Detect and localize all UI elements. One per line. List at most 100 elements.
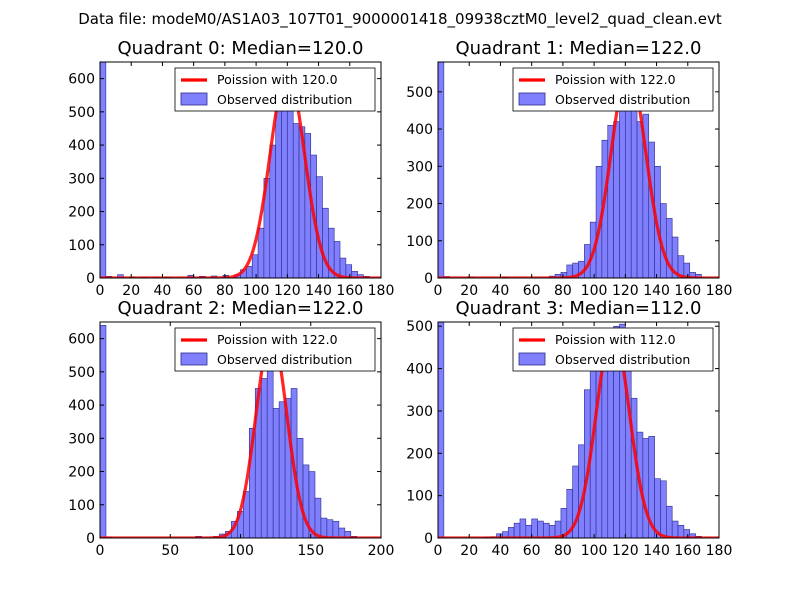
axes-frame — [437, 61, 720, 279]
histogram-bar — [100, 325, 107, 538]
x-tick-label: 0 — [434, 283, 443, 299]
histogram-bar — [683, 262, 691, 278]
x-tick-label: 0 — [96, 543, 105, 559]
histogram-bar — [677, 524, 685, 538]
y-tick-label: 300 — [68, 431, 95, 447]
x-tick-label: 40 — [154, 283, 172, 299]
x-tick-label: 120 — [612, 543, 639, 559]
y-tick-label: 600 — [68, 72, 95, 88]
x-tick-label: 40 — [492, 543, 510, 559]
y-tick-label: 200 — [406, 446, 433, 462]
x-tick-label: 150 — [297, 543, 324, 559]
legend-bar-label: Observed distribution — [555, 92, 690, 107]
panels: 0 20 40 60 80 100 120 140 160 1800100200300400500… — [68, 38, 732, 559]
histogram-bar — [278, 401, 286, 538]
x-tick-label: 80 — [554, 543, 572, 559]
histogram-bar — [266, 343, 274, 538]
chart-panel-2: 0 50 100 150 200 0 100 200 300 400 500 600 Quadrant … — [68, 298, 394, 559]
x-tick-label: 20 — [460, 283, 478, 299]
x-tick-label: 100 — [227, 543, 254, 559]
x-tick-label: 140 — [643, 543, 670, 559]
histogram-bar — [689, 533, 696, 538]
histogram-bar — [613, 121, 620, 278]
legend-bar-label: Observed distribution — [217, 92, 352, 107]
histogram-bar — [251, 254, 259, 278]
legend-bar-swatch — [180, 92, 208, 106]
y-tick-label: 400 — [68, 138, 95, 154]
y-tick-label: 0 — [86, 271, 95, 287]
y-tick-label: 0 — [424, 531, 433, 547]
y-tick-label: 100 — [68, 238, 95, 254]
histogram-bar — [272, 408, 280, 538]
legend-box — [174, 327, 376, 372]
histogram-bar — [543, 522, 550, 538]
y-tick-label: 500 — [68, 105, 95, 121]
y-tick-label: 300 — [406, 159, 433, 175]
x-tick-label: 60 — [523, 283, 541, 299]
histogram-bar — [660, 480, 667, 538]
x-tick-label: 160 — [336, 283, 363, 299]
y-tick-label: 200 — [68, 205, 95, 221]
legend: Poission with 120.0 Observed distribution — [174, 67, 376, 112]
x-tick-label: 60 — [523, 543, 541, 559]
x-tick-label: 120 — [274, 283, 301, 299]
x-tick-label: 180 — [706, 543, 733, 559]
y-tick-label: 300 — [406, 404, 433, 420]
y-tick-label: 0 — [86, 531, 95, 547]
chart-panel-3: 0 20 40 60 80 100 120 140 160 1800100200300400500… — [406, 298, 732, 559]
y-tick-label: 300 — [68, 171, 95, 187]
histogram-bar — [531, 518, 538, 538]
plot-area — [100, 62, 381, 278]
legend-curve-label: Poission with 120.0 — [217, 72, 338, 87]
histogram-bar — [636, 121, 644, 278]
y-tick-label: 600 — [68, 332, 95, 348]
histogram-bar — [292, 123, 300, 278]
y-tick-label: 200 — [406, 197, 433, 213]
legend-bar-label: Observed distribution — [555, 352, 690, 367]
chart-title: Quadrant 0: Median=120.0 — [118, 38, 364, 59]
x-tick-label: 80 — [554, 283, 572, 299]
x-tick-label: 180 — [706, 283, 733, 299]
legend-bar-swatch — [518, 352, 546, 366]
y-tick-label: 100 — [68, 498, 95, 514]
legend-bar-swatch — [180, 352, 208, 366]
poisson-curve — [100, 70, 381, 278]
y-tick-label: 0 — [424, 271, 433, 287]
x-tick-label: 100 — [243, 283, 270, 299]
x-tick-label: 0 — [96, 283, 105, 299]
x-tick-label: 140 — [305, 283, 332, 299]
legend: Poission with 112.0 Observed distribution — [512, 327, 714, 372]
histogram-bar — [246, 266, 253, 278]
legend-bar-swatch — [518, 92, 546, 106]
histogram-bar — [314, 497, 322, 538]
legend-box — [174, 67, 376, 112]
histogram-bar — [326, 519, 334, 538]
histogram-bar — [519, 518, 527, 538]
histogram-bar — [438, 322, 445, 538]
chart-title: Quadrant 2: Median=122.0 — [118, 298, 364, 319]
axes-frame — [437, 321, 720, 539]
y-tick-label: 400 — [68, 398, 95, 414]
legend-curve-label: Poission with 122.0 — [555, 72, 676, 87]
y-tick-label: 100 — [406, 489, 433, 505]
histogram-bar — [320, 517, 328, 538]
x-tick-label: 0 — [434, 543, 443, 559]
chart-panel-1: 0 20 40 60 80 100 120 140 160 1800100200300400500… — [406, 38, 732, 299]
legend: Poission with 122.0 Observed distribution — [174, 327, 376, 372]
legend-curve-label: Poission with 112.0 — [555, 332, 676, 347]
y-tick-label: 200 — [68, 465, 95, 481]
x-tick-label: 20 — [122, 283, 140, 299]
axes-frame — [99, 61, 382, 279]
x-tick-label: 180 — [368, 283, 395, 299]
histogram-bar — [619, 106, 626, 278]
histogram-bar — [100, 62, 107, 278]
x-tick-label: 200 — [368, 543, 395, 559]
x-tick-label: 80 — [216, 283, 234, 299]
chart-panel-0: 0 20 40 60 80 100 120 140 160 1800100200300400500… — [68, 38, 394, 299]
histogram-bar — [525, 524, 532, 538]
x-tick-label: 100 — [581, 543, 608, 559]
y-tick-label: 400 — [406, 122, 433, 138]
x-tick-label: 40 — [492, 283, 510, 299]
histogram-bar — [537, 520, 544, 538]
x-tick-label: 60 — [185, 283, 203, 299]
